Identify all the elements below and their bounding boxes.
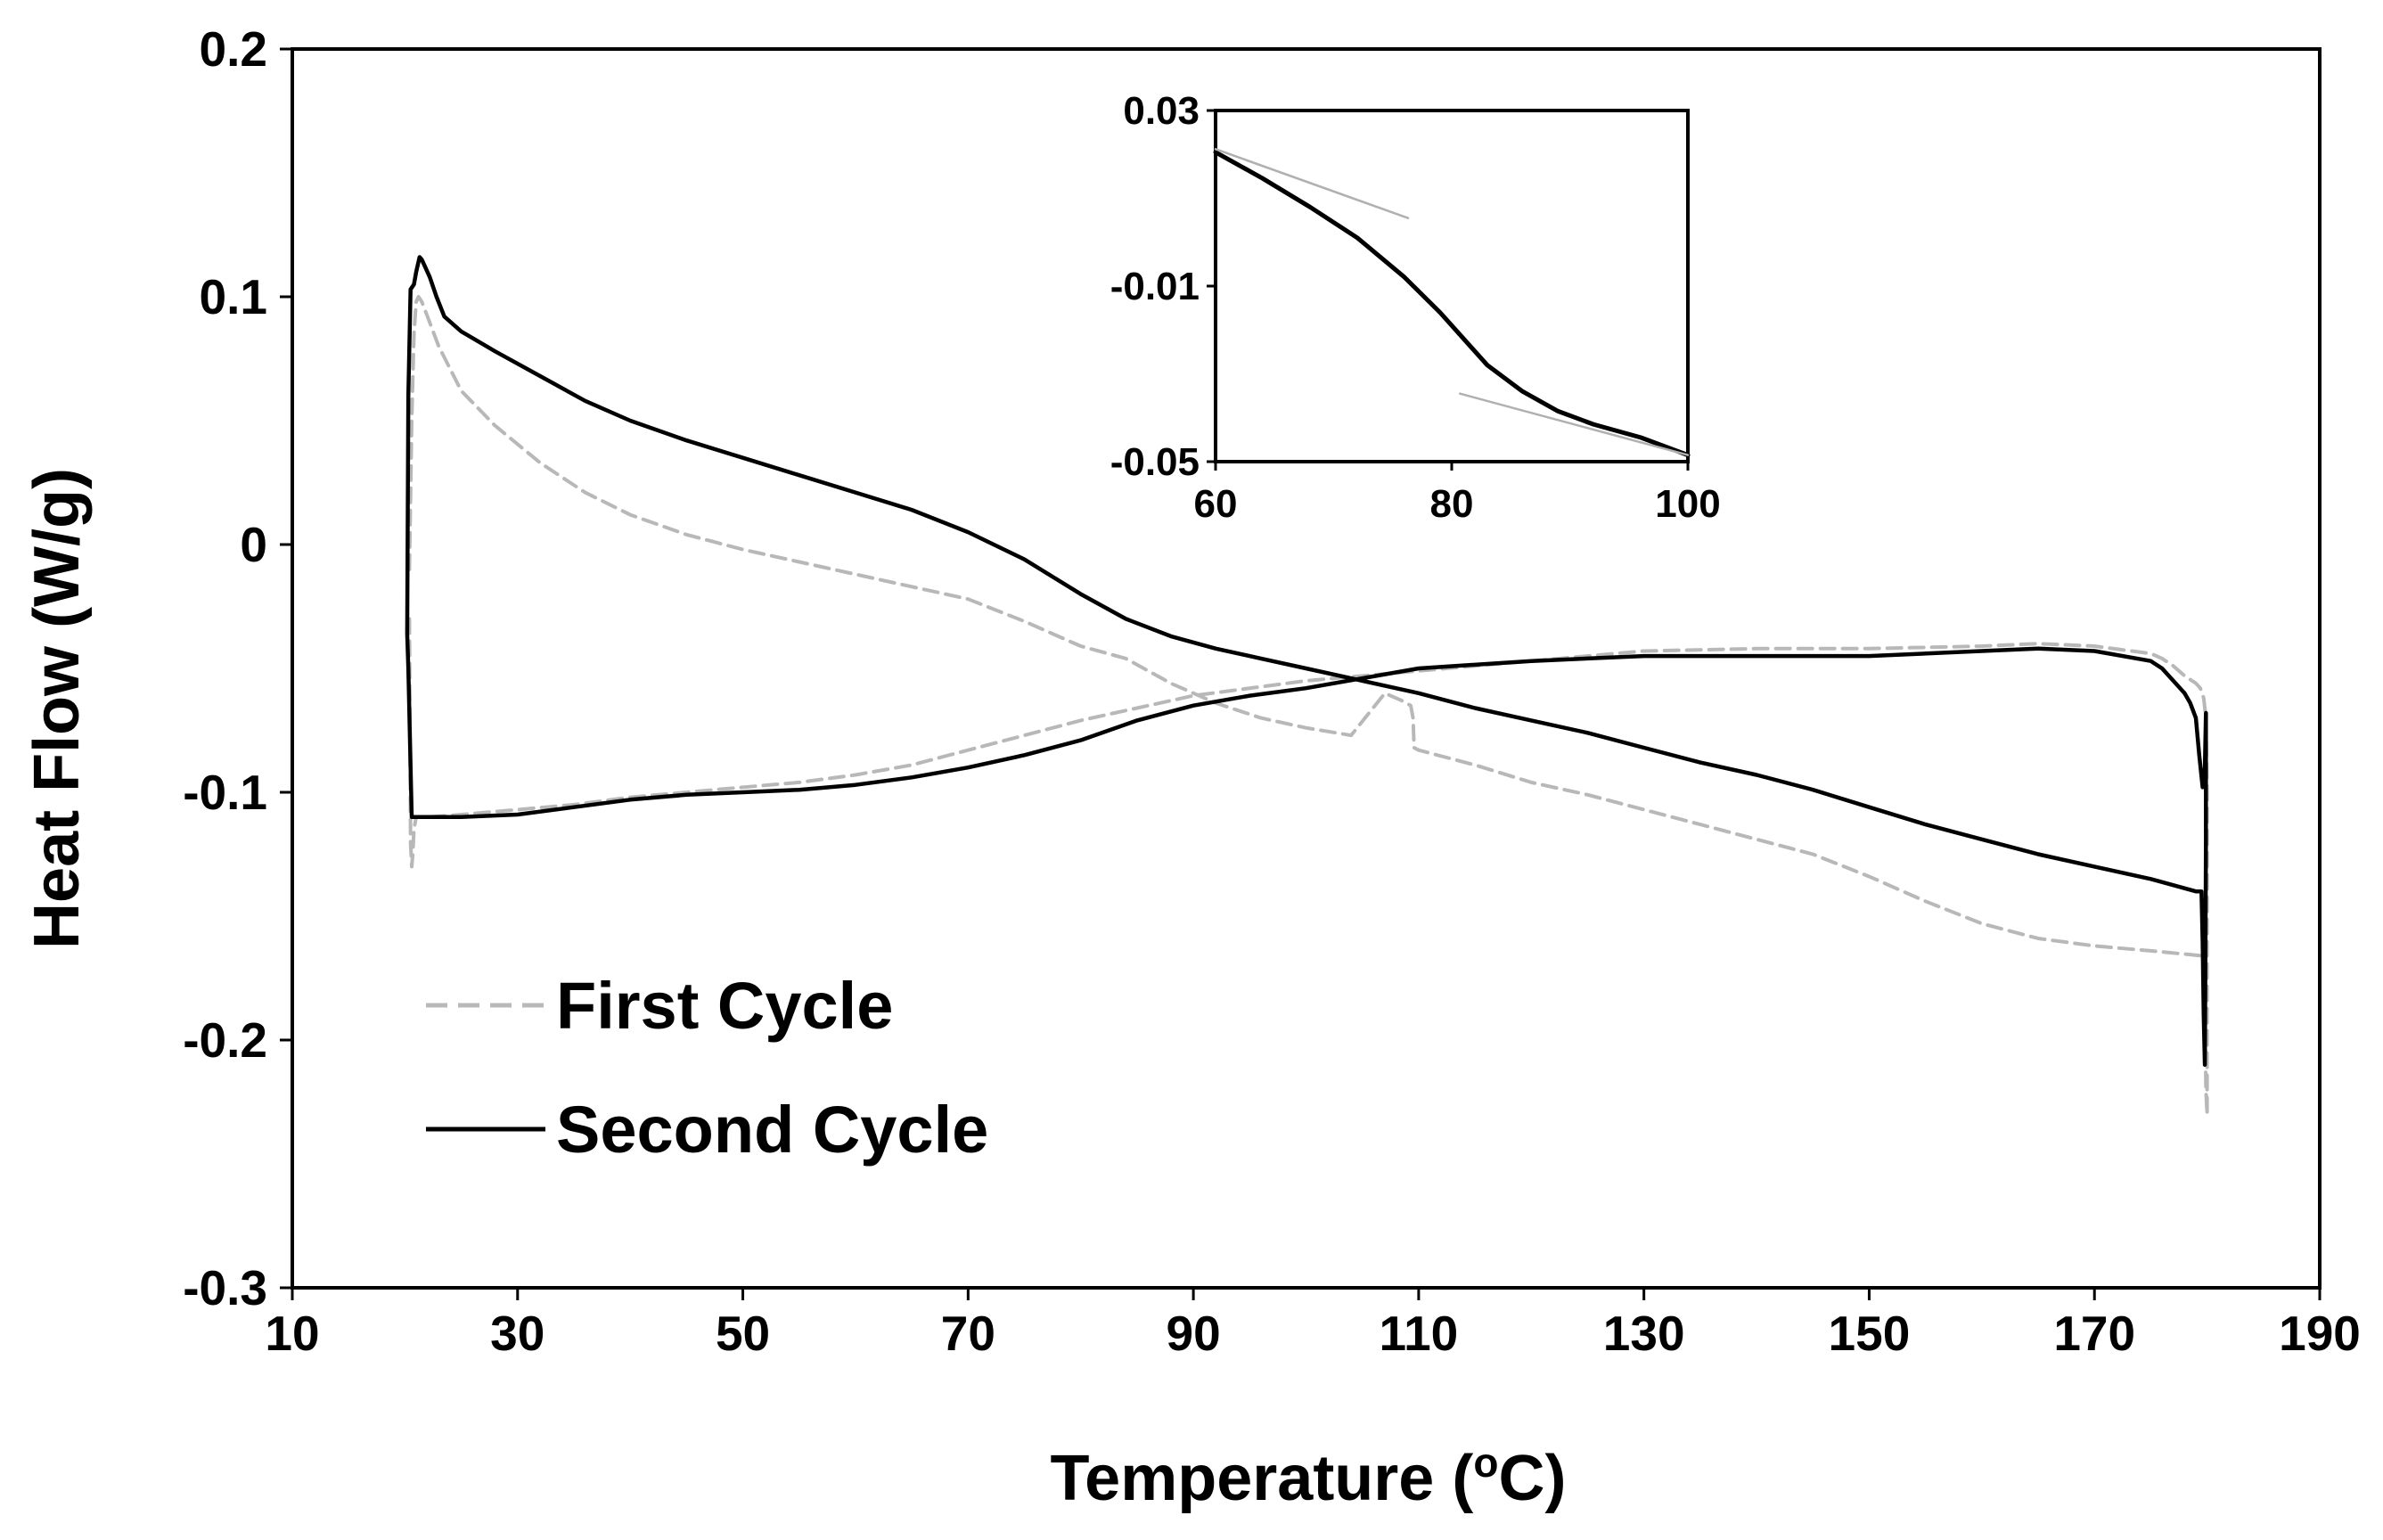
main-y-tick-label: -0.2 [183, 1012, 267, 1068]
main-series-second-cycle [405, 255, 2208, 1068]
main-x-tick-label: 90 [1167, 1306, 1221, 1361]
main-y-tick-label: 0 [240, 517, 267, 572]
inset-x-tick-label: 100 [1655, 482, 1720, 526]
x-axis-label-degree: o [1473, 1439, 1498, 1486]
inset-y-tick-label: -0.05 [1110, 440, 1200, 484]
main-x-ticks: 10 30 50 70 90 110 130 150 170 190 [265, 1288, 2361, 1361]
main-x-tick-label: 190 [2279, 1306, 2361, 1361]
main-x-tick-label: 150 [1829, 1306, 1911, 1361]
main-x-tick-label: 130 [1603, 1306, 1685, 1361]
main-y-tick-label: 0.1 [200, 269, 267, 324]
inset-series-tangent-glassy [1214, 148, 1410, 219]
inset-y-tick-label: -0.01 [1110, 265, 1200, 308]
inset-series-tangent-rubbery [1459, 392, 1690, 456]
inset-series-second-cycle [1213, 150, 1691, 458]
inset-y-ticks: 0.03 -0.01 -0.05 [1110, 89, 1216, 484]
legend: First Cycle Second Cycle [426, 969, 988, 1167]
main-series [405, 255, 2209, 1117]
x-axis-label: Temperature (oC) [1051, 1439, 1567, 1514]
y-axis-label: Heat Flow (W/g) [21, 468, 93, 949]
x-axis-label-unit: C) [1498, 1443, 1566, 1514]
legend-label-first-cycle: First Cycle [556, 969, 893, 1043]
main-x-tick-label: 10 [265, 1306, 319, 1361]
main-y-tick-label: 0.2 [200, 21, 267, 77]
main-x-tick-label: 50 [716, 1306, 770, 1361]
main-y-ticks: 0.2 0.1 0 -0.1 -0.2 -0.3 [183, 21, 292, 1315]
inset-x-tick-label: 60 [1194, 482, 1238, 526]
inset-chart: 60 80 100 0.03 -0.01 -0.05 [1110, 89, 1721, 526]
inset-series [1213, 148, 1691, 458]
x-axis-label-main: Temperature ( [1051, 1443, 1474, 1514]
main-plot-area [291, 47, 2322, 1290]
inset-y-tick-label: 0.03 [1123, 89, 1200, 133]
main-x-tick-label: 30 [490, 1306, 545, 1361]
main-x-tick-label: 110 [1380, 1306, 1459, 1361]
inset-x-ticks: 60 80 100 [1194, 462, 1721, 526]
main-y-tick-label: -0.1 [183, 765, 267, 820]
inset-plot-area [1214, 109, 1690, 463]
main-series-first-cycle [407, 295, 2209, 1117]
main-y-tick-label: -0.3 [183, 1260, 267, 1315]
legend-label-second-cycle: Second Cycle [556, 1093, 988, 1167]
main-x-tick-label: 170 [2053, 1306, 2135, 1361]
inset-x-tick-label: 80 [1430, 482, 1474, 526]
main-x-tick-label: 70 [941, 1306, 995, 1361]
